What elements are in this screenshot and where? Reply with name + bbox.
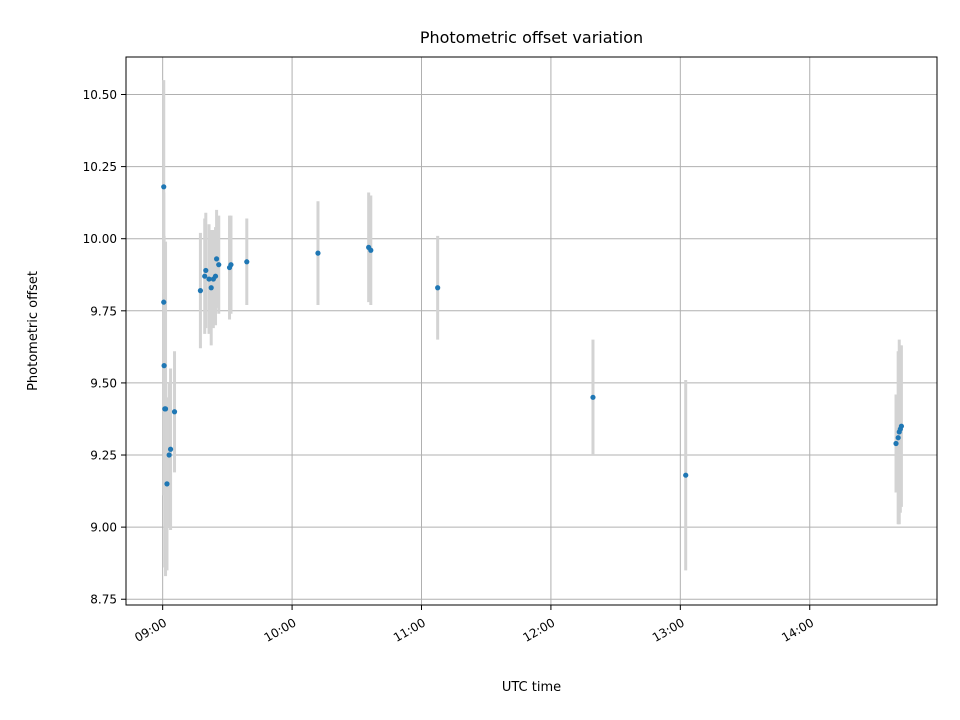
y-tick-label: 8.75 bbox=[90, 593, 117, 607]
data-point bbox=[315, 250, 321, 256]
plot-frame bbox=[125, 56, 938, 606]
data-point bbox=[590, 394, 596, 400]
data-point bbox=[166, 452, 172, 458]
data-point bbox=[683, 472, 689, 478]
data-point bbox=[161, 184, 167, 190]
x-axis-label: UTC time bbox=[502, 680, 561, 695]
data-point bbox=[368, 247, 374, 253]
data-point bbox=[162, 406, 169, 412]
data-point bbox=[213, 256, 220, 262]
data-point bbox=[216, 262, 222, 268]
data-point bbox=[228, 262, 234, 268]
data-point bbox=[202, 273, 208, 279]
y-tick-label: 9.00 bbox=[90, 521, 117, 535]
grid bbox=[126, 57, 937, 605]
data-point bbox=[893, 440, 899, 447]
y-tick-label: 9.25 bbox=[90, 449, 117, 463]
y-tick-label: 9.75 bbox=[90, 304, 117, 318]
data-point bbox=[161, 363, 167, 369]
data-point bbox=[208, 285, 214, 291]
data-point bbox=[435, 285, 441, 291]
data-point bbox=[244, 259, 250, 265]
data-point bbox=[898, 423, 905, 429]
y-tick-label: 10.25 bbox=[83, 160, 117, 174]
data-point bbox=[171, 409, 178, 415]
data-point bbox=[164, 481, 170, 487]
data-point bbox=[161, 299, 167, 305]
y-tick-label: 10.50 bbox=[83, 88, 117, 102]
y-tick-label: 10.00 bbox=[83, 232, 117, 246]
data-point bbox=[212, 273, 219, 279]
y-axis-label: Photometric offset bbox=[26, 271, 41, 391]
data-point bbox=[203, 267, 209, 274]
data-point bbox=[206, 276, 212, 282]
chart-title: Photometric offset variation bbox=[420, 28, 643, 47]
data-point bbox=[895, 435, 901, 441]
data-point bbox=[167, 446, 174, 452]
y-tick-label: 9.50 bbox=[90, 376, 117, 390]
data-points bbox=[161, 184, 905, 487]
data-point bbox=[197, 288, 204, 294]
